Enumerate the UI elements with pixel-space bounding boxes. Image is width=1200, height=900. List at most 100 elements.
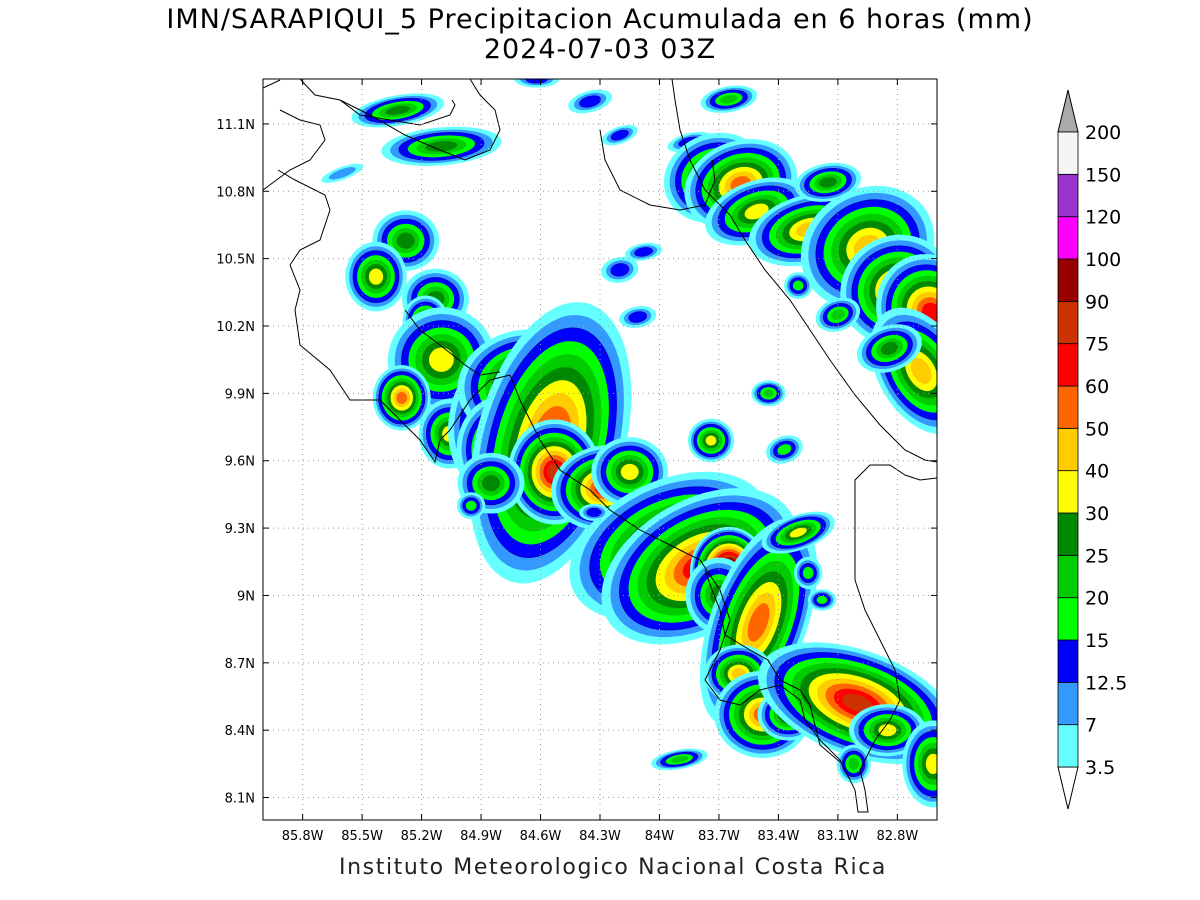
costa-rica-pacific-coast xyxy=(263,109,511,464)
precip-cell xyxy=(857,324,922,373)
precip-contour xyxy=(802,566,814,580)
panama-caribbean-coast xyxy=(854,464,937,771)
precip-cell xyxy=(381,126,502,166)
precip-contour xyxy=(396,391,408,404)
precip-contour xyxy=(586,507,602,517)
colorbar-label: 100 xyxy=(1085,249,1121,271)
precip-cell xyxy=(601,124,638,146)
colorbar-label: 40 xyxy=(1085,461,1109,483)
y-tick-label: 9.6N xyxy=(225,455,255,470)
colorbar-swatch xyxy=(1057,385,1079,429)
precip-cell xyxy=(700,85,758,113)
precip-contour xyxy=(720,94,738,104)
colorbar-label: 75 xyxy=(1085,334,1109,356)
precip-contour xyxy=(628,311,647,323)
colorbar-swatch xyxy=(1057,512,1079,556)
precip-contour xyxy=(610,263,630,277)
colorbar-label: 20 xyxy=(1085,588,1109,610)
precip-contour xyxy=(620,463,639,481)
grid-lines xyxy=(263,79,937,820)
precip-contour xyxy=(792,280,804,291)
colorbar-label: 7 xyxy=(1085,715,1097,737)
precip-cell xyxy=(579,503,610,521)
y-tick-label: 10.5N xyxy=(216,253,255,268)
colorbar-swatch xyxy=(1057,724,1079,768)
precip-contour xyxy=(425,141,458,152)
precip-contour xyxy=(842,693,874,713)
precip-cell xyxy=(761,511,835,554)
x-tick-label: 82.8W xyxy=(876,829,918,844)
precip-cell xyxy=(351,93,444,128)
y-tick-label: 11.1N xyxy=(216,118,255,133)
x-axis-ticks: 85.8W 85.5W 85.2W 84.9W 84.6W 84.3W 84W 83.7W 83… xyxy=(282,79,918,844)
colorbar-min-arrow xyxy=(1057,766,1079,810)
y-tick-label: 9.3N xyxy=(225,522,255,537)
colorbar-swatch xyxy=(1057,597,1079,641)
precip-contour xyxy=(328,167,356,180)
map-timestamp: 2024-07-03 03Z xyxy=(483,34,717,65)
caribbean-coast xyxy=(671,79,937,463)
x-tick-label: 84.3W xyxy=(579,829,621,844)
precip-contour xyxy=(670,756,689,763)
y-tick-label: 8.7N xyxy=(225,657,255,672)
precip-contour xyxy=(482,475,500,492)
y-tick-label: 8.1N xyxy=(225,792,255,807)
precip-contour xyxy=(747,603,770,642)
precip-contour xyxy=(579,95,602,108)
nicaragua-costa-rica-border xyxy=(339,99,456,126)
colorbar-swatch xyxy=(1057,131,1079,175)
colorbar-label: 30 xyxy=(1085,503,1109,525)
colorbar-swatch xyxy=(1057,173,1079,218)
colorbar-label: 120 xyxy=(1085,207,1121,229)
x-tick-label: 84.9W xyxy=(460,829,502,844)
precip-cell xyxy=(601,256,639,283)
coastline-borders xyxy=(263,79,937,813)
precip-cell xyxy=(793,556,823,590)
colorbar-swatch xyxy=(1057,427,1079,472)
x-tick-label: 84W xyxy=(645,829,675,844)
y-axis-ticks: 11.1N 10.8N 10.5N 10.2N 9.9N 9.6N 9.3N 9N 8.7N 8.… xyxy=(216,118,937,807)
precip-cell xyxy=(902,720,937,808)
precip-cell xyxy=(794,162,862,202)
colorbar-swatch xyxy=(1057,681,1079,726)
y-tick-label: 9.9N xyxy=(225,387,255,402)
y-tick-label: 10.8N xyxy=(216,185,255,200)
precip-contour xyxy=(819,177,837,188)
x-tick-label: 85.8W xyxy=(282,829,324,844)
colorbar-swatch xyxy=(1057,554,1079,599)
precip-contour xyxy=(925,753,937,774)
precip-cell xyxy=(321,163,364,183)
colorbar-label: 25 xyxy=(1085,545,1109,567)
precip-cell xyxy=(687,418,735,463)
precip-contour xyxy=(610,129,629,141)
precip-cell xyxy=(766,435,803,464)
y-tick-label: 8.4N xyxy=(225,724,255,739)
precipitation-field xyxy=(321,79,937,808)
central-pacific-coast xyxy=(509,374,869,813)
nicoya-gulf xyxy=(404,309,501,376)
colorbar-label: 90 xyxy=(1085,291,1109,313)
colorbar-swatch xyxy=(1057,258,1079,302)
precip-contour xyxy=(816,595,828,604)
precip-cell xyxy=(456,492,486,520)
colorbar-label: 200 xyxy=(1085,122,1121,144)
precip-contour xyxy=(848,757,860,770)
precip-contour xyxy=(385,105,411,115)
colorbar-label: 150 xyxy=(1085,164,1121,186)
colorbar-label: 50 xyxy=(1085,418,1109,440)
colorbar-swatch xyxy=(1057,343,1079,387)
colorbar: 3.5 7 12.5 15 20 25 30 40 50 60 75 90 100 120 150 200 xyxy=(1057,89,1127,810)
precip-cell xyxy=(345,241,407,312)
x-tick-label: 85.5W xyxy=(341,829,383,844)
precip-contour xyxy=(396,232,415,249)
x-tick-label: 83.4W xyxy=(758,829,800,844)
x-tick-label: 85.2W xyxy=(401,829,443,844)
colorbar-swatch xyxy=(1057,470,1079,514)
precip-cell xyxy=(619,306,657,328)
precip-contour xyxy=(634,247,653,257)
precip-contour xyxy=(428,347,454,372)
precip-contour xyxy=(465,500,477,511)
precip-contour xyxy=(880,341,899,355)
precip-contour xyxy=(910,357,932,384)
